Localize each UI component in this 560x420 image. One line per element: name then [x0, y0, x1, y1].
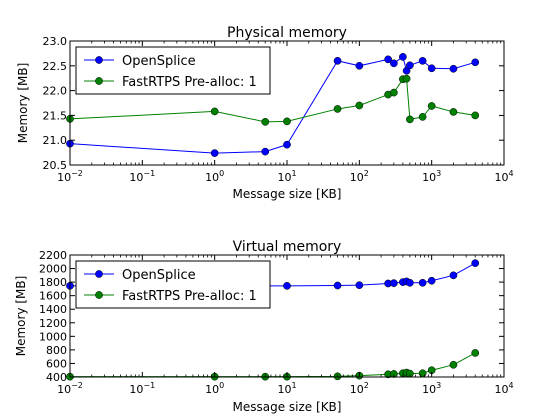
chart-title: Physical memory: [227, 25, 347, 41]
data-point: [449, 360, 458, 369]
y-tick-label: 1600: [39, 290, 67, 303]
virtual-memory-chart: Virtual memory 10−2 10−1 100 101 102 103 104 40…: [14, 239, 514, 414]
x-tick-label: 104: [494, 169, 513, 184]
data-point: [418, 278, 427, 287]
y-tick-label: 1000: [39, 330, 67, 343]
data-point: [427, 64, 436, 73]
series-layer: [66, 53, 480, 157]
physical-memory-chart: Physical memory 10−2 10−1 100 101 102 103 104 2…: [16, 25, 514, 201]
x-tick-label: 102: [350, 169, 369, 184]
legend-marker-opensplice: [95, 56, 103, 64]
data-point: [384, 55, 392, 64]
y-tick-label: 1800: [39, 276, 67, 289]
y-tick-label: 600: [46, 357, 67, 370]
y-tick-label: 1400: [39, 303, 67, 316]
legend-frame: [75, 46, 271, 95]
data-point: [471, 111, 480, 120]
legend-label-fastrtps: FastRTPS Pre-alloc: 1: [122, 75, 257, 90]
legend-label-opensplice: OpenSplice: [122, 268, 196, 283]
y-tick-label: 400: [46, 371, 67, 384]
data-point: [418, 113, 427, 121]
x-tick-label: 104: [494, 381, 513, 396]
legend-marker-fastrtps: [95, 77, 103, 85]
data-point: [355, 281, 364, 290]
legend-marker-opensplice: [95, 270, 103, 278]
data-point: [210, 149, 219, 157]
x-tick-label: 10−1: [129, 169, 155, 184]
y-tick-label: 22.0: [43, 85, 68, 98]
y-tick-label: 800: [46, 344, 67, 357]
x-tick-label: 103: [422, 169, 441, 184]
legend-frame: [75, 260, 271, 309]
data-point: [449, 271, 458, 280]
data-point: [261, 147, 270, 156]
data-point: [283, 117, 291, 126]
data-point: [402, 74, 411, 83]
x-tick-label: 10−1: [129, 381, 155, 396]
data-point: [390, 59, 398, 68]
data-point: [427, 276, 436, 285]
data-point: [333, 105, 342, 113]
x-tick-label: 103: [422, 381, 441, 396]
x-tick-label: 10−2: [57, 169, 83, 184]
x-tick-label: 10−2: [57, 381, 83, 396]
data-point: [390, 88, 398, 97]
data-point: [355, 101, 364, 110]
data-point: [283, 281, 291, 290]
data-point: [355, 61, 364, 70]
legend: OpenSplice FastRTPS Pre-alloc: 1: [75, 46, 271, 95]
legend-marker-fastrtps: [95, 291, 103, 299]
data-point: [471, 259, 480, 267]
data-point: [333, 56, 342, 65]
x-axis-label: Message size [KB]: [233, 400, 342, 414]
x-tick-label: 100: [205, 169, 224, 184]
y-axis-label: Memory [MB]: [16, 63, 30, 144]
data-point: [261, 118, 270, 126]
chart-title: Virtual memory: [233, 239, 342, 255]
data-point: [390, 279, 398, 287]
x-tick-label: 100: [205, 381, 224, 396]
y-tick-label: 1200: [39, 317, 67, 330]
x-tick-label: 102: [350, 381, 369, 396]
data-point: [399, 53, 407, 61]
x-tick-label: 101: [277, 169, 296, 184]
data-point: [406, 278, 414, 287]
y-tick-label: 22.5: [43, 60, 68, 73]
data-point: [471, 349, 480, 357]
legend-label-opensplice: OpenSplice: [122, 54, 196, 69]
y-tick-label: 21.0: [43, 134, 68, 147]
legend: OpenSplice FastRTPS Pre-alloc: 1: [75, 260, 271, 309]
y-tick-label: 20.5: [43, 159, 68, 172]
data-point: [427, 102, 436, 110]
data-point: [449, 108, 458, 116]
legend-label-fastrtps: FastRTPS Pre-alloc: 1: [122, 289, 257, 304]
data-point: [418, 56, 427, 65]
data-point: [471, 58, 480, 67]
y-tick-label: 23.0: [43, 35, 68, 48]
tick-layer: 10−2 10−1 100 101 102 103 104 20.5 21.0 21.5 22.0 2…: [43, 35, 514, 184]
y-tick-label: 2000: [39, 263, 67, 276]
data-point: [390, 370, 398, 378]
y-axis-label: Memory [MB]: [14, 276, 28, 357]
data-point: [283, 140, 291, 149]
x-tick-label: 101: [277, 381, 296, 396]
data-point: [333, 281, 342, 290]
data-point: [449, 64, 458, 73]
y-tick-label: 21.5: [43, 109, 68, 122]
x-axis-label: Message size [KB]: [233, 187, 342, 201]
data-point: [406, 61, 414, 70]
y-tick-label: 2200: [39, 249, 67, 262]
tick-layer: 10−2 10−1 100 101 102 103 104 40060080010001200…: [39, 249, 514, 396]
data-point: [406, 115, 414, 124]
data-point: [210, 107, 219, 116]
